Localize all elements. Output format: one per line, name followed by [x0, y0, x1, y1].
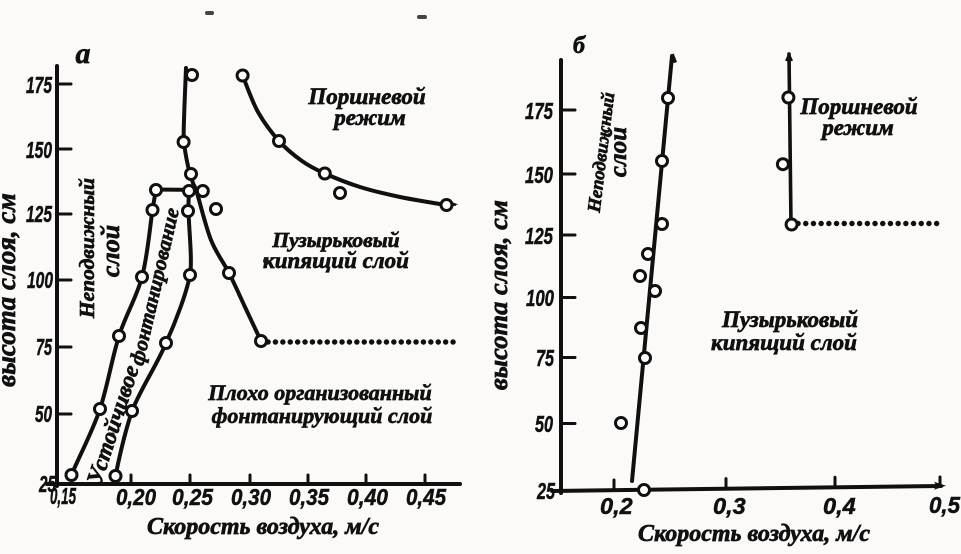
svg-text:125: 125 [525, 224, 554, 249]
svg-text:150: 150 [26, 138, 52, 164]
svg-text:фонтанирующий слой: фонтанирующий слой [212, 403, 433, 428]
svg-text:Плохо организованный: Плохо организованный [207, 380, 431, 405]
svg-text:100: 100 [27, 268, 53, 294]
svg-text:слой: слой [605, 127, 632, 177]
svg-text:0,30: 0,30 [231, 484, 272, 511]
svg-text:150: 150 [525, 163, 554, 188]
svg-text:высота слоя, см: высота слоя, см [483, 200, 513, 390]
svg-text:175: 175 [525, 99, 554, 124]
svg-text:125: 125 [26, 202, 53, 228]
svg-text:75: 75 [536, 346, 555, 372]
svg-text:75: 75 [36, 335, 53, 362]
svg-text:0,20: 0,20 [116, 484, 157, 511]
svg-text:кипящий слой: кипящий слой [263, 248, 409, 273]
svg-text:0,25: 0,25 [172, 484, 214, 510]
svg-text:б: б [573, 33, 586, 59]
svg-text:0,2: 0,2 [600, 493, 633, 519]
svg-text:0,40: 0,40 [347, 484, 389, 510]
svg-text:Скорость воздуха, м/с: Скорость воздуха, м/с [638, 521, 870, 547]
svg-text:0,15: 0,15 [50, 484, 76, 510]
svg-text:Пузырьковый: Пузырьковый [721, 307, 858, 332]
svg-text:слой: слой [96, 225, 125, 277]
svg-text:Поршневой: Поршневой [307, 84, 425, 109]
svg-text:Устойчивое: Устойчивое [82, 362, 144, 487]
svg-text:100: 100 [526, 286, 555, 311]
svg-text:режим: режим [332, 105, 406, 130]
svg-text:Поршневой: Поршневой [799, 94, 917, 119]
svg-text:Неподвижный: Неподвижный [75, 178, 99, 319]
svg-text:режим: режим [820, 115, 894, 140]
svg-text:0,5: 0,5 [929, 491, 960, 518]
svg-text:0,45: 0,45 [406, 484, 447, 511]
svg-text:175: 175 [26, 73, 53, 99]
svg-text:0,3: 0,3 [713, 493, 746, 519]
svg-text:Пузырьковый: Пузырьковый [271, 228, 399, 252]
svg-text:высота слоя, см: высота слоя, см [0, 193, 21, 387]
svg-text:50: 50 [35, 402, 52, 428]
svg-text:а: а [76, 37, 91, 70]
svg-text:фонтанирование: фонтанирование [124, 205, 184, 367]
svg-text:25: 25 [38, 472, 57, 498]
svg-text:Скорость воздуха, м/с: Скорость воздуха, м/с [147, 514, 379, 540]
svg-text:0,35: 0,35 [289, 484, 330, 511]
svg-text:25: 25 [536, 479, 555, 505]
svg-text:0,4: 0,4 [823, 493, 856, 519]
svg-text:50: 50 [535, 412, 554, 438]
svg-text:кипящий слой: кипящий слой [711, 330, 857, 355]
